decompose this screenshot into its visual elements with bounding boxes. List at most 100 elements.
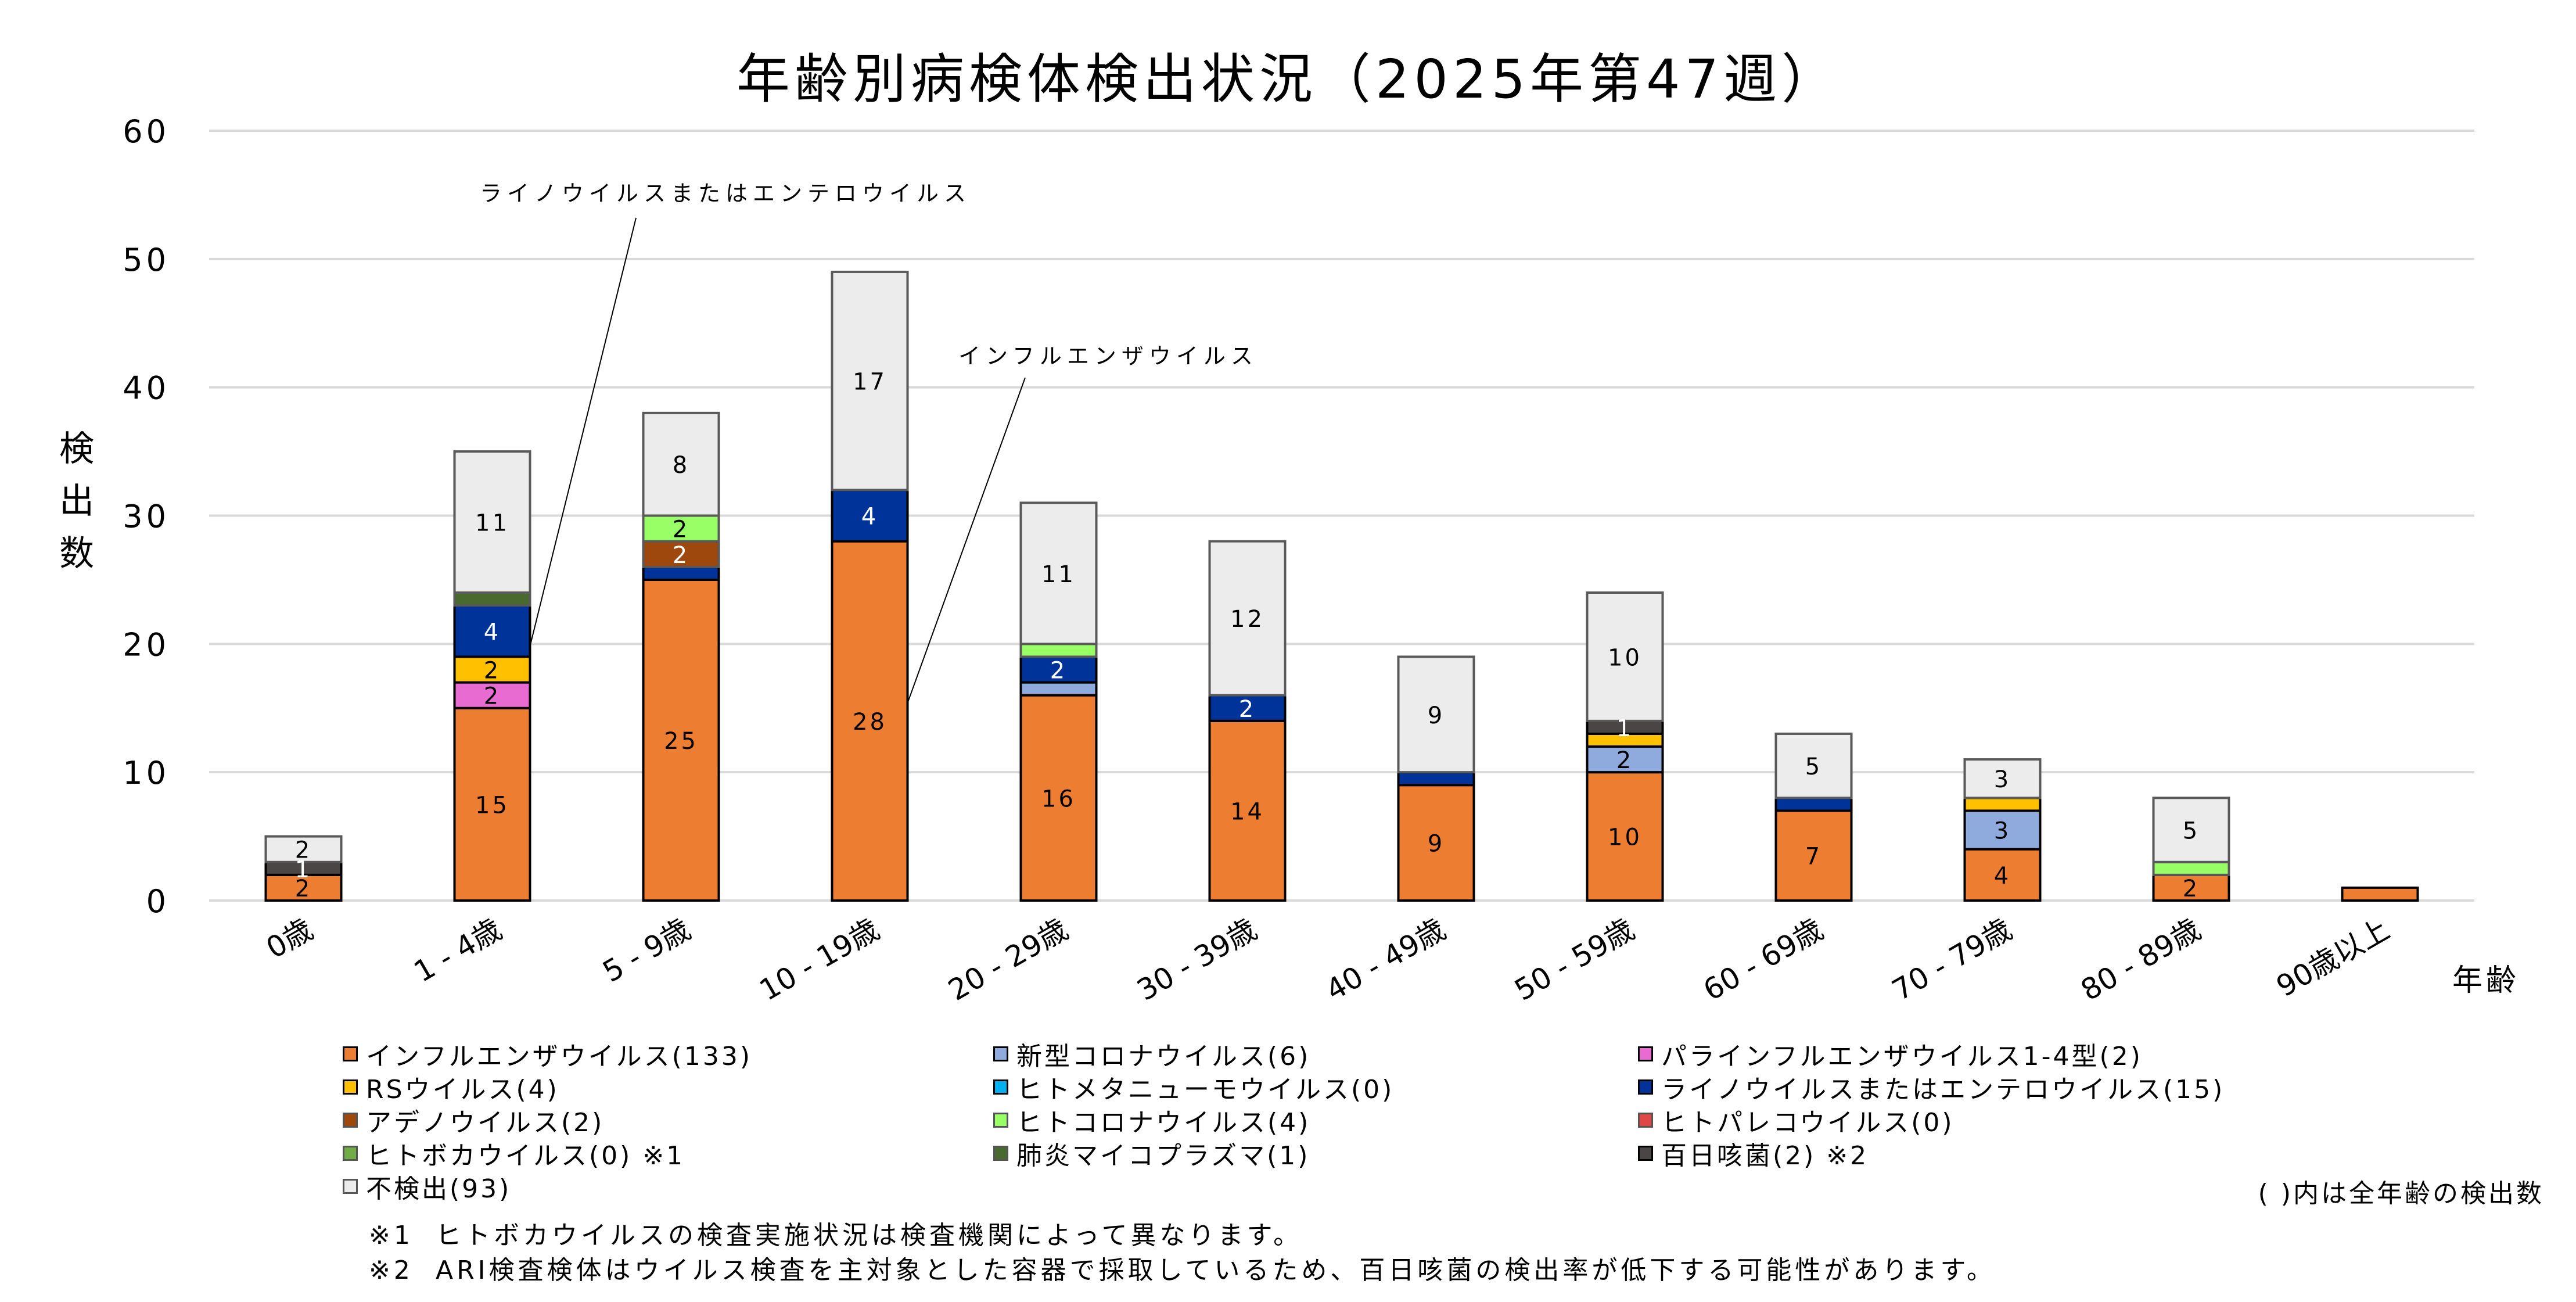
legend-item: ライノウイルスまたはエンテロウイルス(15): [1638, 1068, 2225, 1106]
bar-data-label: 8: [673, 452, 689, 479]
x-tick-label: 5 - 9歳: [597, 912, 696, 989]
legend-label: 不検出(93): [366, 1174, 512, 1204]
bar-data-label: 15: [475, 792, 509, 819]
bar-data-label: 2: [484, 683, 501, 710]
bar-data-label: 2: [2183, 876, 2200, 902]
bar-data-label: 12: [1230, 606, 1264, 633]
legend-label: 百日咳菌(2) ※2: [1661, 1141, 1869, 1171]
bar-data-label: 4: [861, 504, 878, 530]
legend-item: 不検出(93): [343, 1168, 511, 1205]
x-axis-ticks: 0歳 1 - 4歳 5 - 9歳 10 - 19歳 20 - 29歳 30 - 39歳 40…: [261, 912, 2395, 1007]
chart-title: 年齢別病検体検出状況（2025年第47週）: [736, 48, 1840, 110]
y-tick-label: 10: [123, 755, 170, 791]
bar-data-label: 1: [1616, 715, 1633, 742]
y-axis-label-char: 出: [59, 481, 94, 522]
bar-data-label: 4: [1994, 863, 2011, 889]
bar-data-label: 3: [1994, 766, 2011, 793]
bar-segment: [264, 873, 343, 902]
bar-data-label: 10: [1608, 824, 1642, 851]
y-tick-label: 40: [123, 370, 170, 407]
bar-segment: [453, 591, 531, 607]
bar-data-label: 25: [664, 728, 698, 755]
legend-swatch: [343, 1179, 358, 1194]
bar-segment: [642, 411, 720, 517]
bar-segment: [453, 706, 531, 902]
legend-label: 新型コロナウイルス(6): [1016, 1042, 1311, 1071]
footnote-1-mark: ※1: [369, 1221, 414, 1250]
bar-segment: [1019, 643, 1098, 658]
legend-note: ( )内は全年齢の検出数: [2258, 1179, 2544, 1208]
legend-label: パラインフルエンザウイルス1-4型(2): [1661, 1042, 2143, 1071]
bar-segment: [642, 565, 720, 581]
legend-item: パラインフルエンザウイルス1-4型(2): [1638, 1035, 2143, 1073]
bar-data-label: 14: [1230, 798, 1264, 825]
bar-data-label: 2: [295, 837, 312, 864]
x-tick-label: 60 - 69歳: [1698, 912, 1829, 1007]
annotation-leader-lines: [529, 217, 1026, 704]
x-tick-label: 1 - 4歳: [408, 912, 508, 989]
bar-segment: [453, 681, 531, 709]
legend-item: 新型コロナウイルス(6): [993, 1035, 1310, 1073]
bar-data-label: 16: [1041, 785, 1076, 812]
legend-label: ヒトコロナウイルス(4): [1016, 1108, 1311, 1138]
bar-segment: [2341, 886, 2419, 902]
bar-segment: [831, 540, 909, 902]
y-axis-label-char: 検: [59, 429, 94, 469]
footnote-1-text: ヒトボカウイルスの検査実施状況は検査機関によって異なります。: [436, 1221, 1303, 1250]
bar-data-label: 9: [1428, 831, 1445, 858]
bar-segment: [1397, 771, 1475, 787]
footnote-1: ※1 ヒトボカウイルスの検査実施状況は検査機関によって異なります。: [369, 1214, 1302, 1251]
annotation-leader-line: [907, 377, 1026, 704]
x-tick-label: 10 - 19歳: [754, 912, 885, 1007]
x-tick-label: 70 - 79歳: [1887, 912, 2018, 1007]
footnote-2-mark: ※2: [369, 1256, 414, 1285]
bar-segment: [1963, 758, 2042, 799]
bar-data-labels: 2121522411252282841716211142129910211075…: [295, 369, 2200, 902]
bar-data-label: 28: [853, 709, 887, 736]
bar-segment: [1397, 655, 1475, 774]
x-axis-label: 年齢: [2452, 963, 2520, 998]
bar-segment: [1774, 797, 1853, 812]
legend-swatch: [1638, 1079, 1653, 1095]
x-tick-label: 90歳以上: [2270, 912, 2395, 1003]
footnote-2: ※2 ARI検査検体はウイルス検査を主対象とした容器で採取しているため、百日咳菌の…: [369, 1249, 1996, 1286]
x-tick-label: 50 - 59歳: [1509, 912, 1640, 1007]
bar-segment: [453, 450, 531, 594]
legend-label: アデノウイルス(2): [366, 1108, 605, 1138]
legend-swatch: [343, 1046, 358, 1061]
legend-item: アデノウイルス(2): [343, 1102, 604, 1139]
bar-segment: [2152, 860, 2230, 876]
legend-label: インフルエンザウイルス(133): [366, 1042, 752, 1071]
annotation-influenza: インフルエンザウイルス: [958, 343, 1258, 369]
footnote-2-text: ARI検査検体はウイルス検査を主対象とした容器で採取しているため、百日咳菌の検出…: [436, 1256, 1996, 1285]
bar-segment: [1774, 809, 1853, 902]
bar-segment: [1774, 732, 1853, 799]
bar-data-label: 5: [1805, 754, 1822, 780]
bar-segment: [2152, 873, 2230, 902]
legend-label: ヒトメタニューモウイルス(0): [1016, 1075, 1395, 1104]
bar-segment: [1208, 540, 1287, 697]
legend-item: 肺炎マイコプラズマ(1): [993, 1135, 1310, 1172]
bar-data-label: 1: [295, 856, 312, 883]
bar-data-label: 2: [1239, 696, 1256, 723]
bar-data-label: 9: [1428, 702, 1445, 729]
bar-segment: [1586, 771, 1664, 902]
legend-swatch: [993, 1113, 1008, 1128]
y-axis-ticks: 0 10 20 30 40 50 60: [123, 113, 170, 920]
bar-data-label: 7: [1805, 844, 1822, 870]
bar-data-label: 2: [295, 876, 312, 902]
bar-segment: [831, 270, 909, 492]
legend-swatch: [1638, 1146, 1653, 1161]
bar-segment: [1019, 501, 1098, 645]
bar-data-label: 3: [1994, 818, 2011, 845]
bar-data-label: 2: [673, 542, 689, 569]
gridlines: [209, 130, 2474, 902]
legend-swatch: [993, 1079, 1008, 1095]
legend-item: 百日咳菌(2) ※2: [1638, 1135, 1869, 1172]
bar-data-label: 10: [1608, 644, 1642, 671]
bar-segment: [831, 489, 909, 543]
legend-label: RSウイルス(4): [366, 1075, 559, 1104]
bar-data-label: 2: [484, 658, 501, 684]
bar-segment: [453, 655, 531, 684]
